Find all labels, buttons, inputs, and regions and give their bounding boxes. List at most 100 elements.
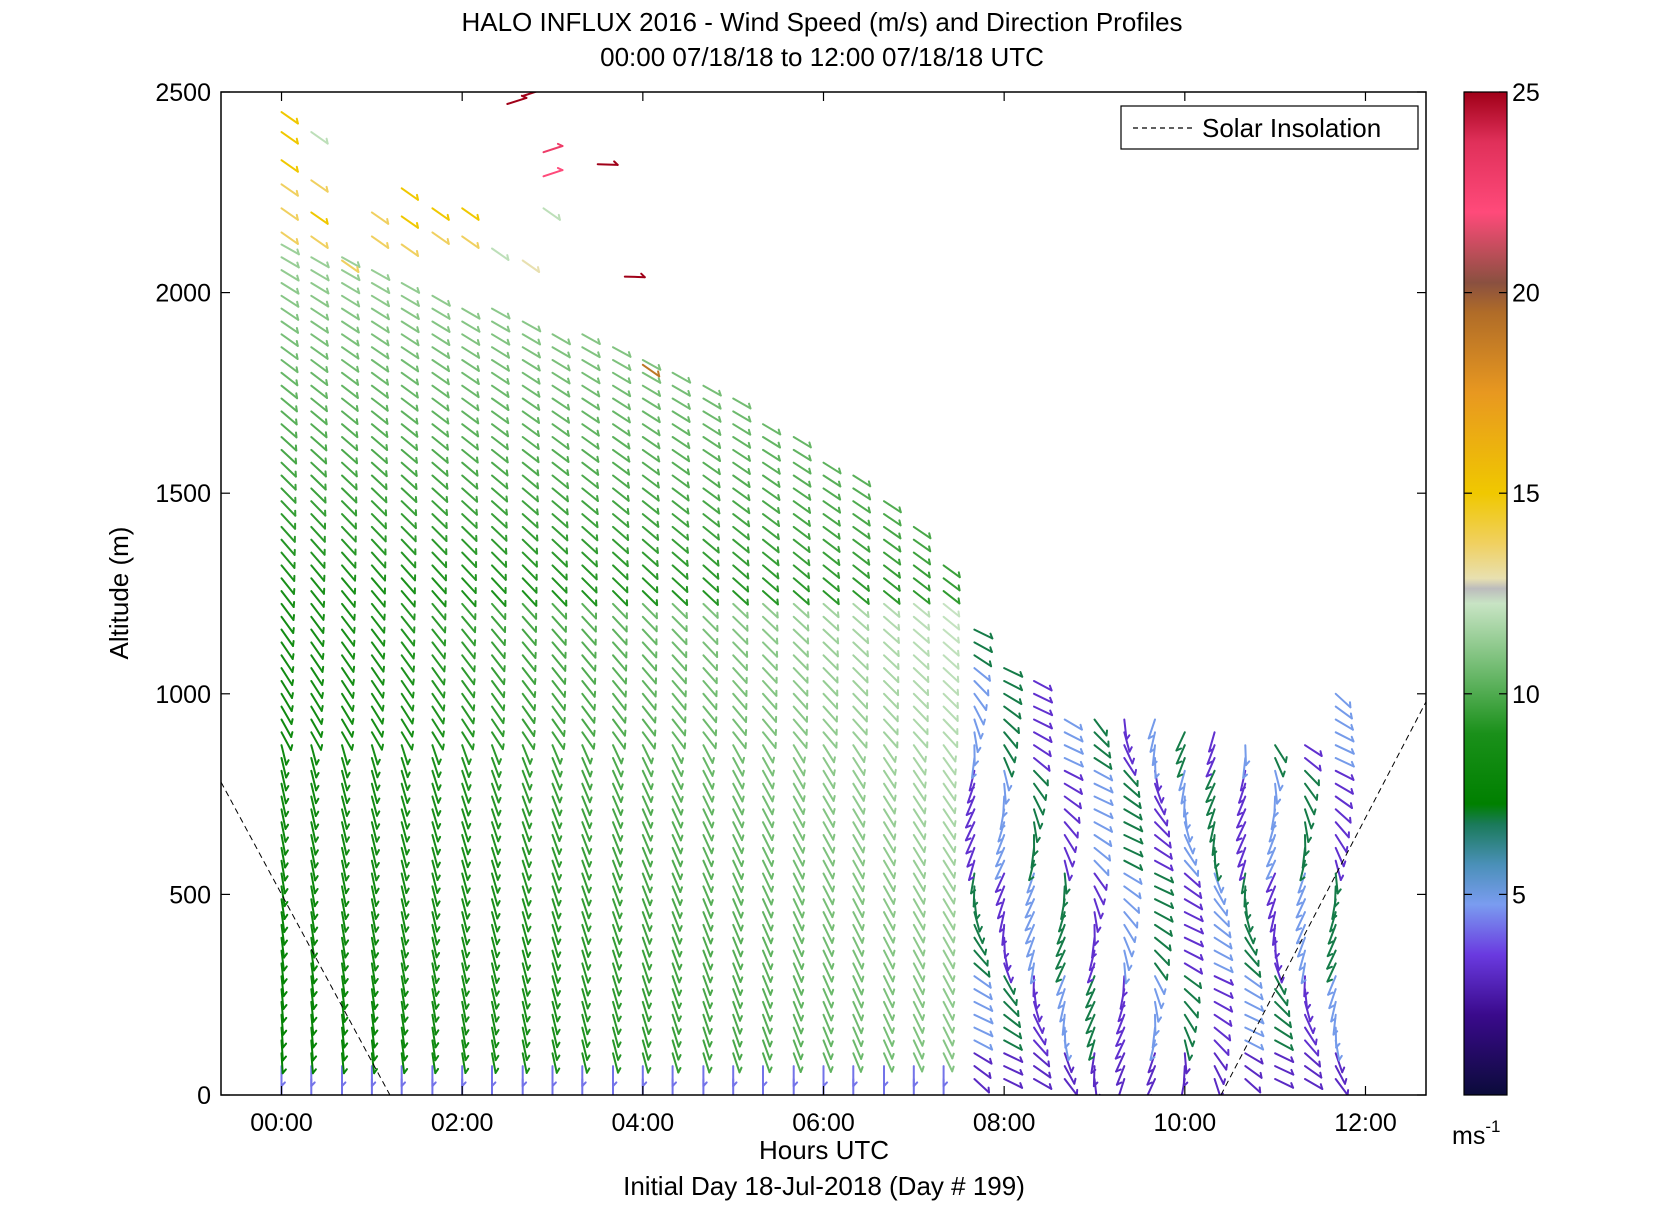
wind-barb [732, 487, 751, 502]
wind-barb [852, 1013, 863, 1035]
wind-barb [431, 744, 440, 766]
wind-barb [551, 872, 560, 894]
wind-barb-flag [345, 862, 350, 869]
wind-barb [370, 282, 391, 294]
wind-barb [1304, 782, 1318, 801]
wind-barb [671, 834, 682, 855]
wind-barb [341, 397, 359, 412]
wind-barb [581, 641, 597, 659]
wind-barb [792, 795, 805, 815]
wind-barb [1003, 667, 1024, 678]
wind-barb-flag [1147, 735, 1155, 740]
wind-barb [431, 551, 448, 569]
wind-barb-flag [894, 768, 897, 776]
wind-barb-flag [466, 913, 471, 920]
wind-barb-flag [1088, 1056, 1095, 1061]
wind-barb-flag [656, 533, 660, 541]
wind-barb [641, 436, 661, 450]
wind-barb-flag [769, 1014, 773, 1022]
wind-barb-flag [1092, 1081, 1099, 1088]
wind-barb-flag [376, 771, 381, 779]
wind-barb-flag [1087, 978, 1094, 984]
wind-barb-flag [1139, 864, 1144, 871]
wind-barb [965, 808, 976, 829]
wind-barb [310, 359, 329, 373]
wind-barb-flag [405, 913, 410, 920]
wind-barb-flag [536, 521, 539, 529]
wind-barb [1123, 718, 1128, 741]
wind-barb-flag [771, 821, 775, 829]
wind-barb [792, 821, 805, 841]
wind-barb [551, 397, 571, 411]
wind-barb-flag [1018, 712, 1022, 720]
wind-barb [370, 769, 379, 792]
wind-barb-flag [556, 1041, 561, 1049]
wind-barb-flag [312, 978, 318, 985]
wind-barb [612, 371, 632, 384]
wind-barb-flag [891, 1027, 895, 1034]
wind-barb-flag [648, 951, 653, 958]
wind-barb [341, 346, 360, 360]
wind-barb-flag [1134, 768, 1137, 776]
wind-barb [973, 705, 985, 726]
wind-barb [280, 602, 295, 621]
wind-barb-flag [617, 1028, 622, 1035]
wind-barb-flag [1249, 926, 1254, 933]
wind-barb [671, 1052, 680, 1074]
wind-barb-flag [352, 678, 355, 686]
wind-barb-flag [1147, 1068, 1154, 1074]
wind-barb [641, 461, 660, 476]
wind-barb [521, 397, 541, 411]
wind-barb [1063, 834, 1077, 853]
wind-barb [581, 1000, 589, 1023]
wind-barb [732, 1052, 741, 1074]
wind-barb-flag [1245, 760, 1251, 767]
wind-barb [942, 1039, 954, 1060]
wind-barb [792, 692, 809, 710]
wind-barb-flag [989, 993, 993, 1001]
wind-barb [641, 628, 658, 646]
wind-barb [400, 911, 407, 933]
wind-barb [1123, 962, 1127, 985]
wind-barb [1058, 911, 1066, 933]
wind-barb-flag [998, 927, 1005, 933]
wind-barb-flag [987, 970, 991, 978]
wind-barb [280, 231, 299, 245]
wind-barb [1274, 1039, 1294, 1051]
wind-barb [521, 602, 538, 620]
wind-barb [671, 744, 683, 764]
wind-barb-flag [1327, 940, 1335, 945]
wind-barb-flag [957, 623, 961, 631]
wind-barb [400, 949, 407, 972]
wind-barb-flag [447, 326, 451, 333]
wind-barb-flag [527, 887, 532, 894]
wind-barb [732, 525, 750, 541]
wind-barb-flag [525, 1094, 528, 1095]
wind-barb-flag [416, 326, 420, 334]
wind-barb-flag [466, 874, 471, 881]
wind-barb-flag [446, 378, 450, 386]
wind-barb [280, 911, 286, 933]
wind-barb [370, 474, 388, 491]
wind-barb-flag [861, 911, 865, 918]
wind-barb [702, 423, 722, 436]
wind-barb [521, 988, 529, 1010]
wind-barb [671, 436, 691, 450]
wind-barb [1063, 731, 1084, 743]
wind-barb-flag [927, 636, 930, 644]
wind-barb-flag [282, 1029, 288, 1036]
wind-barb [792, 1052, 802, 1073]
wind-barb-flag [718, 402, 722, 410]
wind-barb [1244, 1052, 1264, 1065]
wind-barb [1093, 859, 1110, 877]
wind-barb [370, 808, 378, 830]
wind-barb [310, 448, 328, 465]
wind-barb [762, 846, 773, 867]
wind-barb [612, 757, 623, 778]
wind-barb-flag [567, 390, 571, 398]
wind-barb-flag [831, 950, 835, 957]
wind-barb-flag [1109, 840, 1113, 847]
wind-barb-flag [686, 494, 690, 502]
wind-barb [641, 538, 659, 554]
wind-barb [581, 744, 592, 765]
